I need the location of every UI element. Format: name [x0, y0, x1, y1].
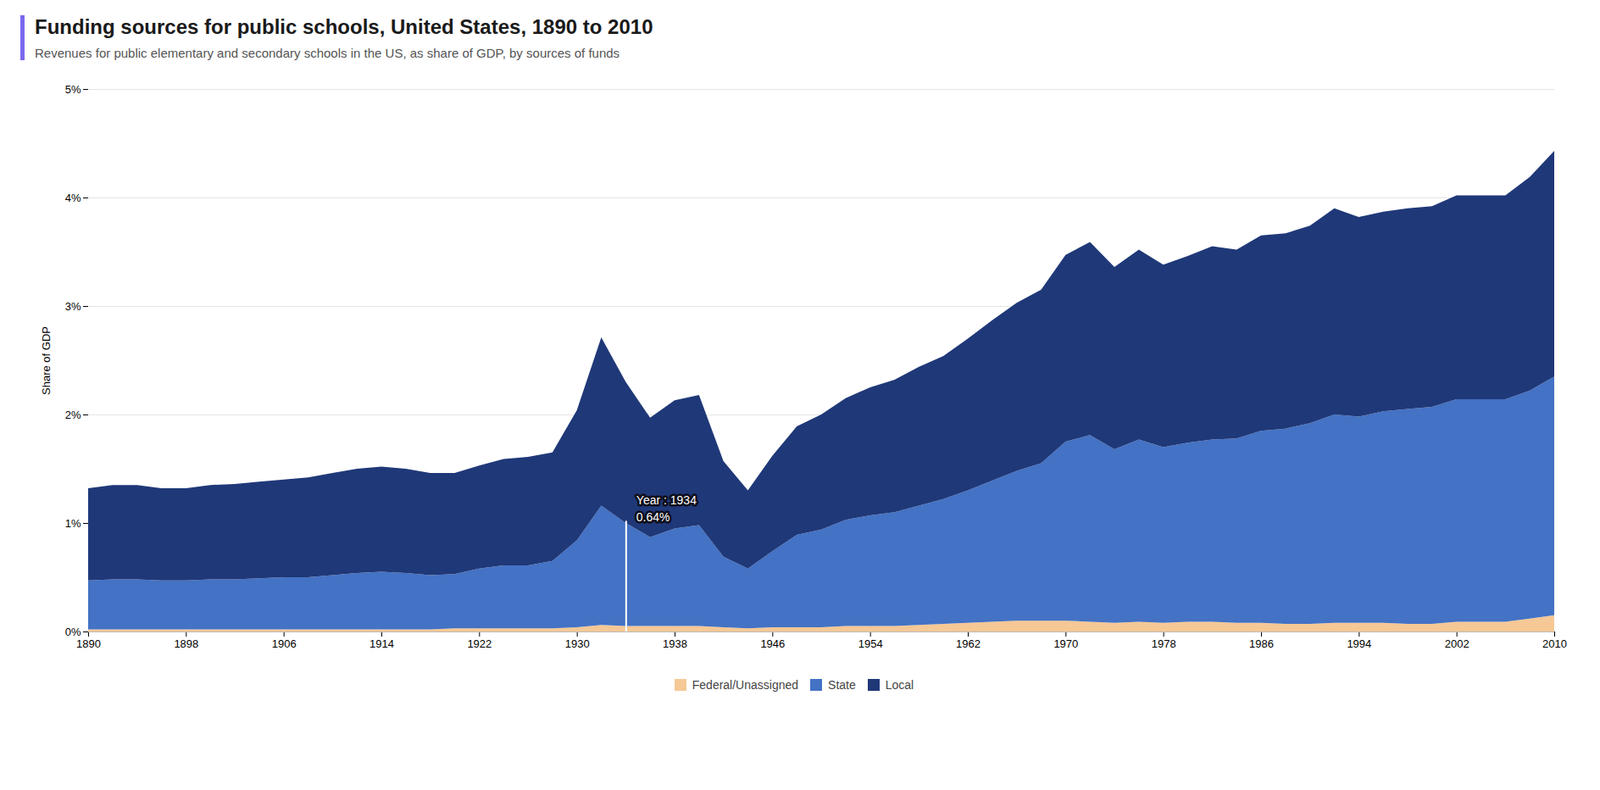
svg-text:1954: 1954	[858, 637, 884, 650]
html-text:State: State	[828, 677, 856, 692]
svg-text:3%: 3%	[65, 300, 82, 313]
svg-text:1938: 1938	[662, 637, 688, 650]
svg-text:1906: 1906	[272, 637, 297, 650]
svg-text:1898: 1898	[173, 637, 199, 650]
svg-text:1890: 1890	[76, 637, 101, 650]
svg-text:Year : 19340.64%: Year : 19340.64%	[636, 493, 697, 524]
svg-text:1994: 1994	[1346, 637, 1372, 650]
svg-text:5%: 5%	[65, 83, 82, 96]
svg-text:1914: 1914	[369, 637, 395, 650]
svg-text:1978: 1978	[1151, 637, 1177, 650]
svg-text:1962: 1962	[955, 637, 981, 650]
svg-text:1922: 1922	[466, 637, 492, 650]
html-text:Local: Local	[885, 677, 914, 692]
svg-text:1946: 1946	[760, 637, 785, 650]
svg-text:0%: 0%	[65, 625, 82, 639]
html-text:Revenues for public elementary: Revenues for public elementary and secon…	[34, 45, 620, 61]
svg-text:4%: 4%	[65, 191, 82, 205]
svg-text:Share of GDP: Share of GDP	[39, 326, 53, 395]
html-text:Funding sources for public sch: Funding sources for public schools, Unit…	[34, 15, 653, 39]
svg-text:2010: 2010	[1542, 637, 1567, 650]
svg-text:1930: 1930	[565, 637, 590, 650]
svg-text:1%: 1%	[65, 516, 82, 530]
svg-text:2%: 2%	[65, 408, 82, 422]
svg-text:1986: 1986	[1249, 637, 1274, 650]
html-text:Federal/Unassigned: Federal/Unassigned	[692, 677, 799, 692]
svg-text:2002: 2002	[1444, 637, 1470, 650]
svg-text:1970: 1970	[1053, 637, 1078, 650]
